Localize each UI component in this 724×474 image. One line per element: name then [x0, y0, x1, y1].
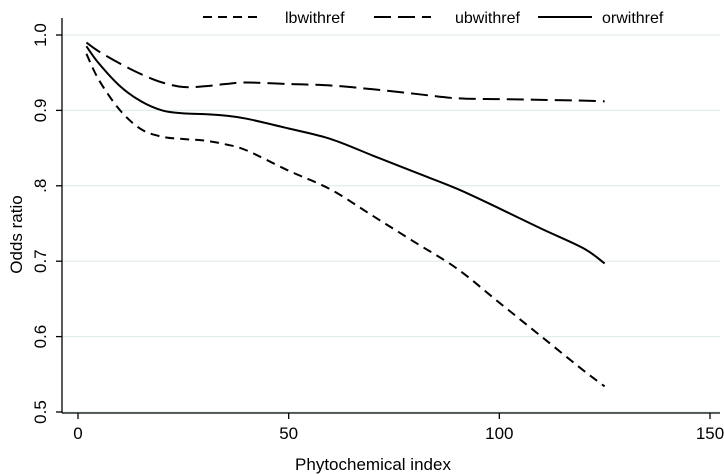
series-line-ubwithref	[85, 41, 605, 103]
x-axis-ticks: 0 50 100 150	[73, 413, 724, 443]
y-axis-title: Odds ratio	[7, 195, 26, 273]
x-tick-label: 50	[279, 424, 298, 443]
x-tick-label: 100	[485, 424, 513, 443]
y-tick-label: 0.7	[31, 249, 50, 273]
y-tick-label: 0.6	[31, 325, 50, 349]
x-tick-label: 0	[73, 424, 82, 443]
axes	[61, 18, 720, 414]
legend: lbwithref ubwithref orwithref	[203, 10, 664, 27]
series-line-lbwithref	[85, 53, 606, 388]
x-tick-label: 150	[696, 424, 724, 443]
y-tick-label: 0.9	[31, 99, 50, 123]
y-axis-ticks: 0.5 0.6 0.7 .8 0.9 1.0	[31, 23, 62, 424]
legend-label-orwithref: orwithref	[602, 10, 664, 27]
y-tick-label: .8	[31, 179, 50, 193]
legend-label-lbwithref: lbwithref	[285, 10, 345, 27]
y-tick-label: 0.5	[31, 400, 50, 424]
gridlines	[62, 34, 720, 413]
legend-label-ubwithref: ubwithref	[455, 10, 520, 27]
y-tick-label: 1.0	[31, 23, 50, 47]
x-axis-title: Phytochemical index	[295, 455, 451, 474]
series-line-orwithref	[85, 45, 606, 265]
series-lines	[85, 41, 606, 388]
